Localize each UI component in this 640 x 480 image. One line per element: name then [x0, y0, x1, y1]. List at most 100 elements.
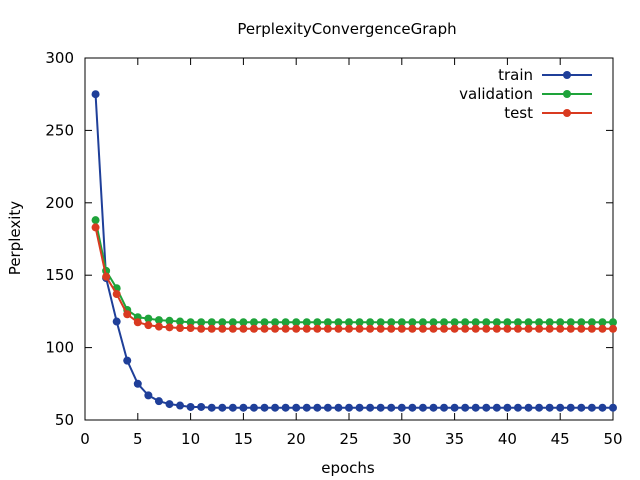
- data-point-test: [207, 324, 216, 333]
- data-point-train: [249, 403, 258, 412]
- series-test: [91, 223, 617, 333]
- data-point-validation: [302, 318, 311, 327]
- data-point-test: [239, 324, 248, 333]
- data-point-train: [186, 402, 195, 411]
- data-point-test: [313, 324, 322, 333]
- data-point-test: [503, 324, 512, 333]
- data-point-test: [123, 310, 132, 319]
- x-tick-label: 5: [133, 430, 143, 448]
- data-point-train: [397, 403, 406, 412]
- data-point-validation: [387, 318, 396, 327]
- data-point-test: [429, 324, 438, 333]
- data-point-validation: [91, 216, 100, 225]
- x-axis: 0 5 10 15 20 25 30 35 40 45 50: [80, 58, 623, 448]
- data-point-validation: [577, 318, 586, 327]
- data-point-test: [492, 324, 501, 333]
- data-point-test: [598, 324, 607, 333]
- data-point-validation: [271, 318, 280, 327]
- data-point-validation: [218, 318, 227, 327]
- x-tick-label: 35: [445, 430, 464, 448]
- data-point-test: [408, 324, 417, 333]
- legend-swatch-marker: [563, 71, 571, 79]
- data-point-validation: [556, 318, 565, 327]
- x-tick-label: 10: [181, 430, 200, 448]
- data-point-test: [545, 324, 554, 333]
- data-point-train: [587, 403, 596, 412]
- data-point-train: [176, 401, 185, 410]
- data-point-test: [302, 324, 311, 333]
- data-point-validation: [376, 318, 385, 327]
- x-tick-label: 45: [551, 430, 570, 448]
- data-point-train: [482, 403, 491, 412]
- data-point-test: [91, 223, 100, 232]
- data-point-test: [345, 324, 353, 333]
- data-point-train: [334, 403, 343, 412]
- data-point-test: [102, 272, 111, 281]
- y-tick-label: 100: [45, 339, 74, 357]
- plot-frame: [84, 57, 614, 421]
- legend-item-test: test: [504, 104, 592, 122]
- data-point-train: [471, 403, 480, 412]
- data-point-train: [598, 403, 607, 412]
- data-point-test: [197, 324, 206, 333]
- data-point-validation: [186, 318, 195, 327]
- data-point-train: [429, 403, 438, 412]
- data-point-test: [154, 322, 163, 331]
- data-point-train: [545, 403, 554, 412]
- data-point-validation: [524, 318, 533, 327]
- legend-swatch-marker: [563, 109, 571, 117]
- data-point-train: [271, 403, 280, 412]
- data-point-validation: [260, 318, 269, 327]
- data-point-train: [503, 403, 512, 412]
- data-point-validation: [513, 318, 522, 327]
- data-point-train: [524, 403, 533, 412]
- series-train: [91, 90, 617, 412]
- legend-label: train: [498, 66, 533, 84]
- legend-swatch-marker: [563, 90, 571, 98]
- x-tick-label: 30: [392, 430, 411, 448]
- data-point-test: [165, 323, 174, 332]
- data-point-train: [154, 397, 163, 406]
- data-point-test: [397, 324, 406, 333]
- data-point-test: [355, 324, 364, 333]
- data-point-train: [366, 403, 375, 412]
- legend-label: validation: [459, 85, 533, 103]
- data-point-validation: [566, 318, 575, 327]
- data-point-validation: [492, 318, 501, 327]
- data-point-train: [313, 403, 322, 412]
- data-point-test: [566, 324, 575, 333]
- data-point-train: [218, 403, 227, 412]
- data-point-validation: [313, 318, 322, 327]
- data-point-validation: [418, 318, 427, 327]
- series-line-validation: [94, 219, 613, 324]
- data-point-train: [387, 403, 396, 412]
- data-point-train: [440, 403, 449, 412]
- data-point-validation: [144, 314, 153, 323]
- data-point-test: [186, 324, 195, 333]
- data-point-validation: [176, 317, 185, 326]
- data-point-validation: [598, 318, 607, 327]
- data-point-validation: [249, 318, 258, 327]
- data-point-train: [239, 403, 248, 412]
- data-point-validation: [355, 318, 364, 327]
- y-tick-label: 300: [45, 49, 74, 67]
- data-point-validation: [154, 316, 163, 325]
- data-point-test: [418, 324, 427, 333]
- data-point-test: [112, 290, 121, 299]
- series-layer: [91, 90, 617, 412]
- data-point-validation: [197, 318, 206, 327]
- legend-label: test: [504, 104, 533, 122]
- data-point-train: [112, 317, 121, 326]
- data-point-test: [482, 324, 491, 333]
- data-point-test: [281, 324, 290, 333]
- data-point-train: [123, 356, 132, 365]
- legend-item-train: train: [498, 66, 592, 84]
- data-point-validation: [609, 318, 617, 327]
- data-point-test: [524, 324, 533, 333]
- x-tick-label: 0: [80, 430, 90, 448]
- data-point-test: [249, 324, 258, 333]
- data-point-train: [355, 403, 364, 412]
- data-point-validation: [503, 318, 512, 327]
- data-point-validation: [228, 318, 237, 327]
- x-tick-label: 15: [234, 430, 253, 448]
